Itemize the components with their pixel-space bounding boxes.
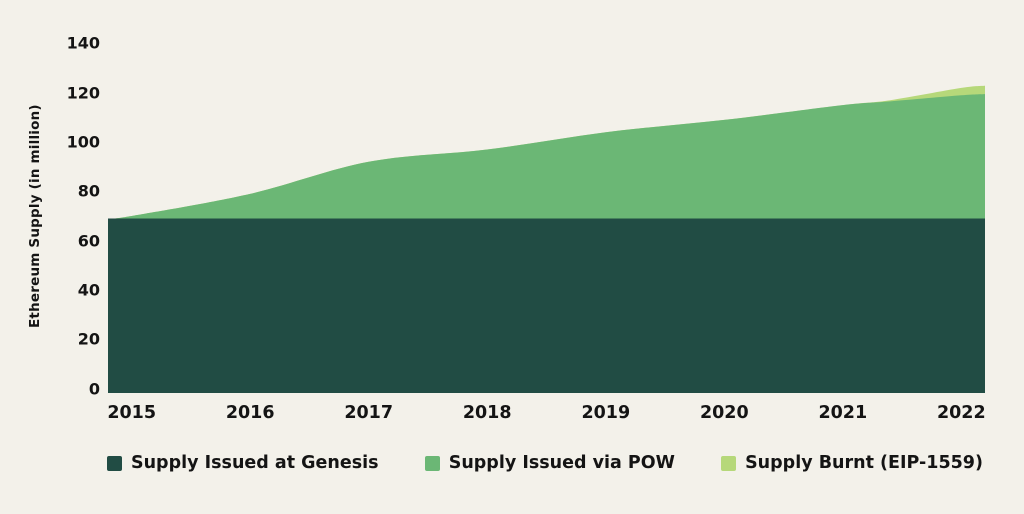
y-tick-label-40: 40 — [77, 280, 100, 300]
x-tick-label-2021: 2021 — [818, 403, 868, 423]
y-axis-tick-labels: 0 20 40 60 80 100 120 140 — [40, 0, 100, 514]
legend-swatch-icon — [721, 455, 737, 471]
y-tick-label-80: 80 — [77, 181, 100, 201]
x-tick-label-2016: 2016 — [225, 403, 275, 423]
legend-item-supply-issued-via-pow: Supply Issued via POW — [424, 453, 675, 473]
x-tick-label-2015: 2015 — [107, 403, 157, 423]
legend-item-supply-issued-at-genesis: Supply Issued at Genesis — [107, 453, 379, 473]
legend-label: Supply Issued at Genesis — [131, 453, 379, 473]
y-tick-label-120: 120 — [66, 83, 100, 103]
x-tick-label-2020: 2020 — [699, 403, 749, 423]
x-tick-label-2018: 2018 — [462, 403, 512, 423]
area-supply-issued-at-genesis — [108, 218, 985, 393]
x-tick-label-2022: 2022 — [936, 403, 986, 423]
y-tick-label-20: 20 — [77, 329, 100, 349]
legend-swatch-icon — [424, 455, 440, 471]
y-tick-label-140: 140 — [66, 33, 100, 53]
chart-legend: Supply Issued at Genesis Supply Issued vi… — [107, 450, 983, 476]
legend-label: Supply Burnt (EIP-1559) — [745, 453, 983, 473]
x-axis-tick-labels: 2015 2016 2017 2018 2019 2020 2021 2022 — [0, 403, 1024, 429]
y-tick-label-0: 0 — [88, 379, 100, 398]
legend-label: Supply Issued via POW — [448, 453, 675, 473]
legend-item-supply-burnt-eip-1559-: Supply Burnt (EIP-1559) — [721, 453, 983, 473]
x-tick-label-2017: 2017 — [344, 403, 394, 423]
legend-swatch-icon — [107, 455, 122, 471]
x-tick-label-2019: 2019 — [581, 403, 631, 423]
y-tick-label-60: 60 — [77, 231, 100, 251]
y-tick-label-100: 100 — [66, 132, 100, 152]
